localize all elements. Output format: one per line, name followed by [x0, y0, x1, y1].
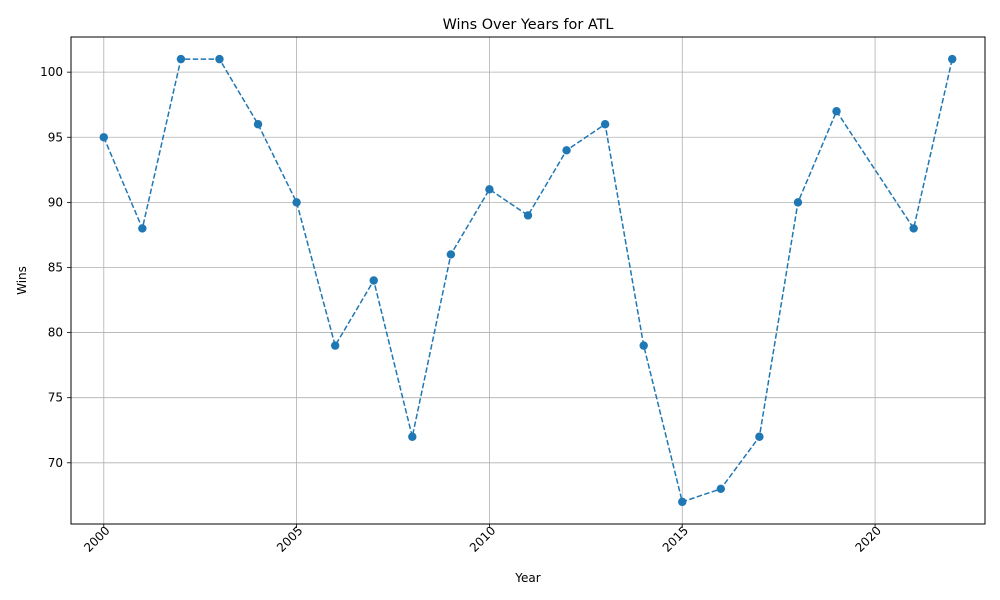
data-point	[639, 341, 648, 350]
data-point	[755, 432, 764, 441]
data-point	[176, 54, 186, 64]
y-tick-label: 100	[40, 65, 63, 79]
data-point	[292, 198, 301, 207]
grid	[71, 37, 985, 524]
data-point	[485, 185, 494, 194]
y-tick-label: 95	[48, 130, 63, 144]
data-point	[215, 54, 224, 64]
data-point	[948, 54, 957, 64]
data-point	[678, 497, 687, 507]
y-tick-label: 80	[48, 326, 63, 340]
data-point	[99, 133, 108, 142]
data-point	[909, 224, 918, 233]
data-point	[716, 484, 726, 494]
series-line	[103, 58, 953, 503]
data-point	[253, 120, 263, 129]
y-tick-label: 85	[48, 260, 63, 274]
data-point	[446, 250, 456, 259]
series-layer	[99, 54, 957, 507]
y-axis-label: Wins	[15, 266, 29, 295]
data-point	[832, 107, 841, 116]
data-point	[369, 276, 378, 285]
y-tick-label: 75	[48, 391, 63, 405]
chart-title: Wins Over Years for ATL	[443, 17, 614, 33]
y-axis: 70 75 80 85 90 95 100	[40, 65, 71, 470]
x-axis-label: Year	[514, 571, 540, 585]
data-point	[562, 146, 571, 155]
data-point	[600, 120, 610, 129]
data-point	[138, 224, 147, 233]
data-point	[793, 198, 803, 207]
plot-frame	[70, 36, 986, 525]
data-point	[330, 341, 340, 350]
data-point	[523, 211, 533, 220]
data-point	[408, 432, 417, 441]
y-tick-label: 90	[48, 195, 63, 209]
y-tick-label: 70	[48, 456, 63, 470]
